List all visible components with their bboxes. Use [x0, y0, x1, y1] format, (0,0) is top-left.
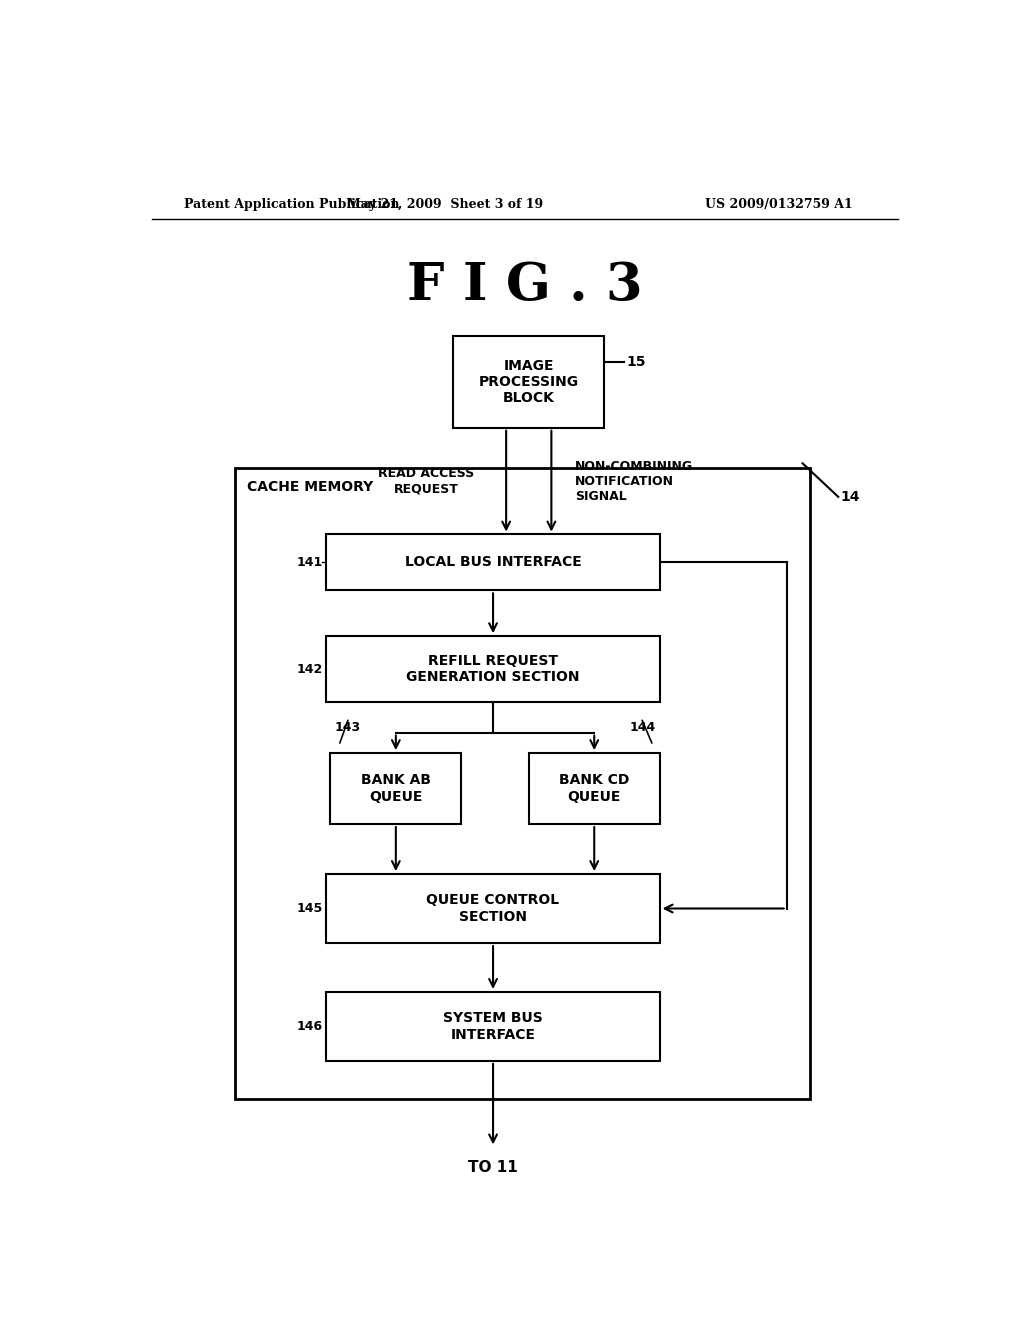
Text: Patent Application Publication: Patent Application Publication — [183, 198, 399, 211]
Text: 146: 146 — [296, 1020, 323, 1034]
Text: BANK AB
QUEUE: BANK AB QUEUE — [360, 774, 431, 804]
Text: 141: 141 — [296, 556, 323, 569]
Text: 145: 145 — [296, 902, 323, 915]
Text: 144: 144 — [630, 721, 655, 734]
FancyBboxPatch shape — [528, 752, 659, 824]
FancyBboxPatch shape — [327, 991, 659, 1061]
Text: 142: 142 — [296, 663, 323, 676]
Text: LOCAL BUS INTERFACE: LOCAL BUS INTERFACE — [404, 556, 582, 569]
Text: READ ACCESS
REQUEST: READ ACCESS REQUEST — [378, 467, 474, 495]
Text: IMAGE
PROCESSING
BLOCK: IMAGE PROCESSING BLOCK — [478, 359, 579, 405]
Text: BANK CD
QUEUE: BANK CD QUEUE — [559, 774, 630, 804]
FancyBboxPatch shape — [236, 469, 811, 1098]
Text: F I G . 3: F I G . 3 — [407, 260, 643, 312]
Text: 14: 14 — [841, 490, 860, 504]
FancyBboxPatch shape — [327, 636, 659, 702]
Text: CACHE MEMORY: CACHE MEMORY — [247, 479, 374, 494]
Text: NON-COMBINING
NOTIFICATION
SIGNAL: NON-COMBINING NOTIFICATION SIGNAL — [575, 459, 693, 503]
Text: SYSTEM BUS
INTERFACE: SYSTEM BUS INTERFACE — [443, 1011, 543, 1041]
FancyBboxPatch shape — [454, 337, 604, 428]
FancyBboxPatch shape — [327, 874, 659, 942]
FancyBboxPatch shape — [331, 752, 462, 824]
FancyBboxPatch shape — [327, 535, 659, 590]
Text: US 2009/0132759 A1: US 2009/0132759 A1 — [705, 198, 853, 211]
Text: May 21, 2009  Sheet 3 of 19: May 21, 2009 Sheet 3 of 19 — [347, 198, 544, 211]
Text: 15: 15 — [627, 355, 646, 368]
Text: REFILL REQUEST
GENERATION SECTION: REFILL REQUEST GENERATION SECTION — [407, 653, 580, 684]
Text: 143: 143 — [334, 721, 360, 734]
Text: QUEUE CONTROL
SECTION: QUEUE CONTROL SECTION — [426, 894, 560, 924]
Text: TO 11: TO 11 — [468, 1159, 518, 1175]
